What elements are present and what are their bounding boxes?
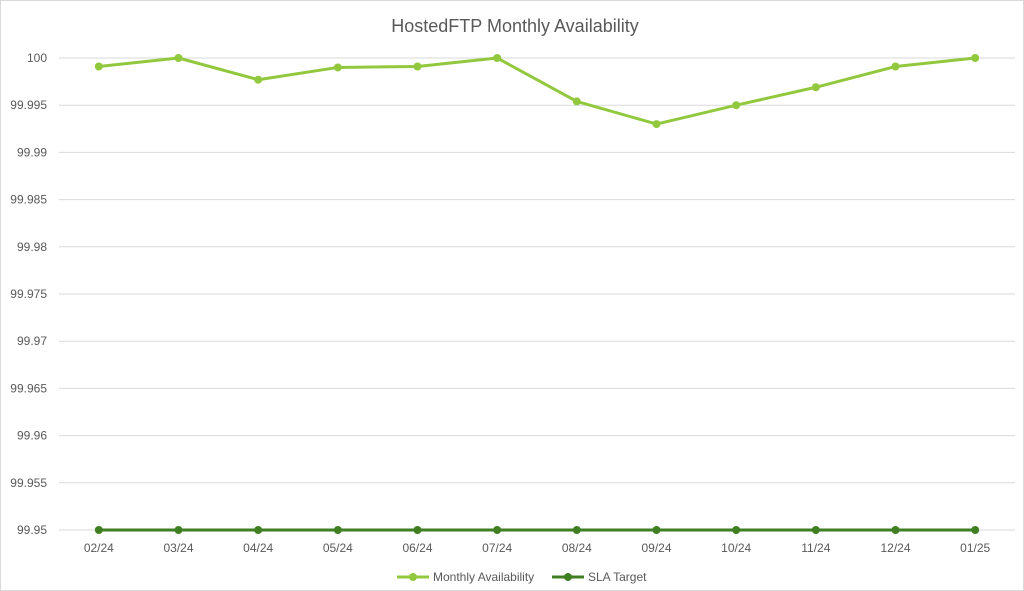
data-point	[732, 526, 741, 534]
data-point	[254, 75, 263, 84]
data-point	[94, 62, 103, 71]
x-tick-label: 01/25	[960, 541, 990, 555]
x-tick-label: 06/24	[402, 541, 432, 555]
data-point	[493, 54, 502, 62]
y-tick-label: 99.955	[10, 476, 47, 490]
data-point	[333, 526, 342, 534]
x-tick-label: 08/24	[562, 541, 592, 555]
data-point	[811, 526, 820, 534]
y-tick-label: 99.99	[17, 145, 47, 159]
data-point	[174, 54, 183, 62]
series-line	[97, 56, 977, 126]
data-point	[891, 62, 900, 71]
x-tick-label: 09/24	[641, 541, 671, 555]
data-point	[652, 526, 661, 534]
y-tick-label: 99.985	[10, 193, 47, 207]
y-tick-label: 99.98	[17, 240, 47, 254]
data-point	[254, 526, 263, 534]
data-point	[652, 120, 661, 129]
data-point	[413, 62, 422, 71]
y-tick-label: 99.97	[17, 334, 47, 348]
y-tick-label: 100	[27, 51, 47, 65]
y-tick-label: 99.995	[10, 98, 47, 112]
legend-label: SLA Target	[588, 570, 647, 584]
data-point	[572, 526, 581, 534]
data-point	[174, 526, 183, 534]
x-tick-label: 11/24	[801, 541, 830, 555]
x-tick-label: 05/24	[323, 541, 353, 555]
legend-marker	[564, 573, 572, 581]
data-point	[811, 83, 820, 92]
data-point	[333, 63, 342, 72]
y-tick-label: 99.965	[10, 381, 47, 395]
data-point	[891, 526, 900, 534]
data-point	[971, 526, 980, 534]
x-tick-label: 02/24	[84, 541, 114, 555]
data-point	[732, 101, 741, 110]
y-tick-label: 99.96	[17, 429, 47, 443]
y-tick-label: 99.975	[10, 287, 47, 301]
x-tick-label: 07/24	[482, 541, 512, 555]
x-tick-label: 04/24	[243, 541, 273, 555]
data-point	[572, 97, 581, 106]
data-point	[94, 526, 103, 534]
data-point	[971, 54, 980, 62]
data-point	[493, 526, 502, 534]
legend-label: Monthly Availability	[433, 570, 534, 584]
y-tick-label: 99.95	[17, 523, 47, 537]
x-tick-label: 10/24	[721, 541, 751, 555]
x-tick-label: 03/24	[163, 541, 193, 555]
chart-title: HostedFTP Monthly Availability	[391, 16, 638, 36]
data-point	[413, 526, 422, 534]
x-tick-label: 12/24	[880, 541, 910, 555]
legend-marker	[409, 573, 417, 581]
